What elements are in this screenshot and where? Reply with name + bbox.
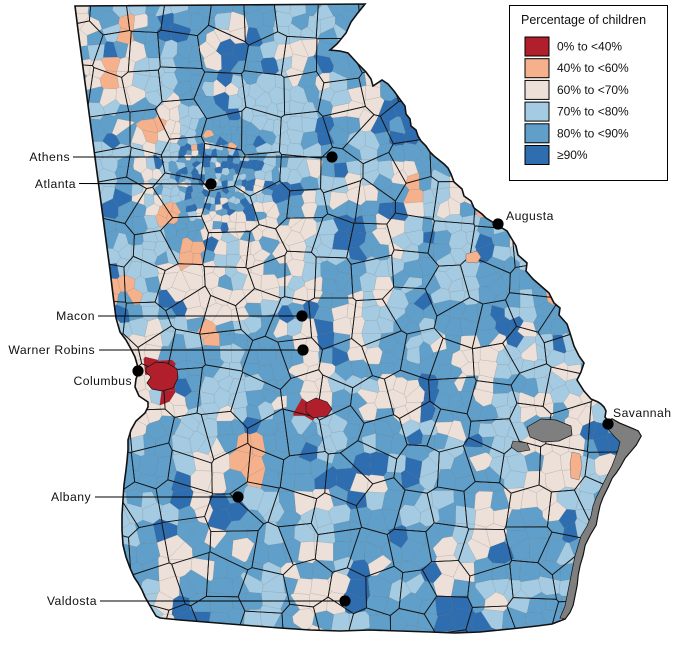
svg-text:Athens: Athens	[29, 150, 70, 164]
svg-text:60% to <70%: 60% to <70%	[557, 83, 629, 97]
svg-text:Percentage of children: Percentage of children	[521, 13, 646, 27]
svg-text:Columbus: Columbus	[74, 374, 132, 388]
svg-text:Macon: Macon	[56, 309, 95, 323]
svg-text:70% to <80%: 70% to <80%	[557, 105, 629, 119]
svg-text:Warner Robins: Warner Robins	[8, 343, 95, 357]
svg-text:Albany: Albany	[51, 490, 91, 504]
svg-text:Augusta: Augusta	[506, 209, 554, 223]
svg-text:Valdosta: Valdosta	[47, 594, 97, 608]
svg-text:Atlanta: Atlanta	[35, 177, 76, 191]
svg-text:0% to <40%: 0% to <40%	[557, 40, 622, 54]
svg-text:80% to <90%: 80% to <90%	[557, 126, 629, 140]
svg-text:40% to <60%: 40% to <60%	[557, 61, 629, 75]
svg-text:Savannah: Savannah	[613, 406, 672, 420]
svg-text:≥90%: ≥90%	[557, 148, 588, 162]
